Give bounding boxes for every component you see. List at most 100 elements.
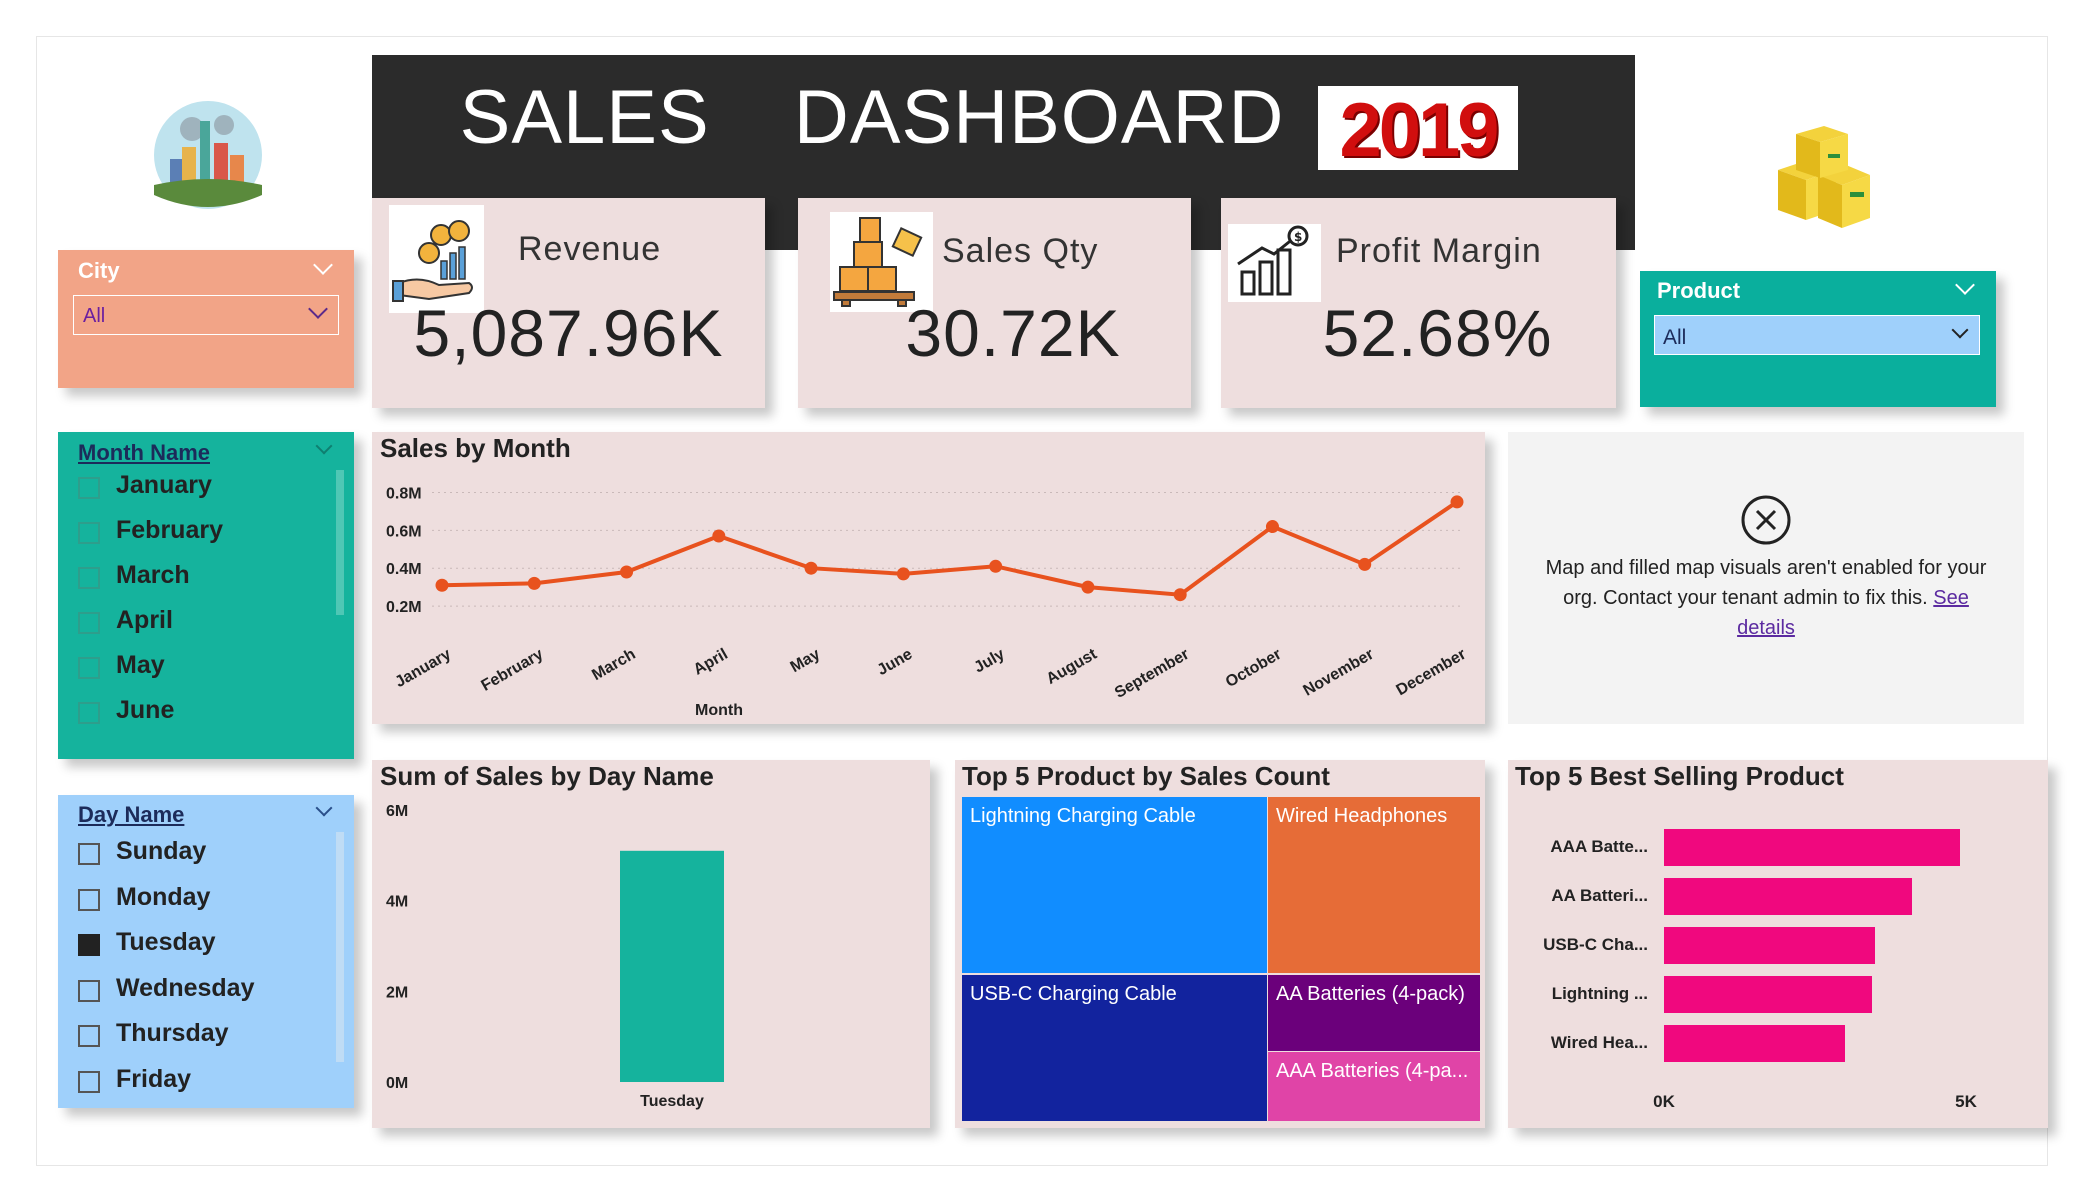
kpi-value-sales-qty: 30.72K xyxy=(905,296,1121,370)
month-checkbox[interactable] xyxy=(78,522,100,544)
month-option-label[interactable]: February xyxy=(116,516,223,544)
month-slicer-title: Month Name xyxy=(78,440,210,465)
x-tick-label: April xyxy=(691,646,731,679)
sales-by-month-visual[interactable] xyxy=(372,432,1485,724)
kpi-label-sales-qty: Sales Qty xyxy=(942,232,1099,270)
city-dropdown-value: All xyxy=(83,305,106,327)
month-slicer[interactable] xyxy=(58,432,354,759)
month-checkbox[interactable] xyxy=(78,477,100,499)
y-tick-label: 0.2M xyxy=(386,599,422,616)
dashboard-frame xyxy=(36,36,2048,1166)
kpi-label-profit-margin: Profit Margin xyxy=(1336,232,1542,270)
data-point[interactable] xyxy=(1358,557,1372,571)
kpi-label-revenue: Revenue xyxy=(518,230,662,268)
day-slicer-scrollbar[interactable] xyxy=(336,832,344,1062)
data-point[interactable] xyxy=(989,559,1003,573)
y-tick-label: 0M xyxy=(386,1075,408,1092)
y-category-label: Lightning ... xyxy=(1551,984,1648,1003)
month-checkbox[interactable] xyxy=(78,702,100,724)
data-point[interactable] xyxy=(620,565,634,579)
data-point[interactable] xyxy=(1173,588,1187,602)
bar[interactable] xyxy=(1664,927,1876,964)
year-badge xyxy=(1318,86,1518,170)
close-circle-icon xyxy=(1740,494,1792,546)
x-tick-label: September xyxy=(1112,646,1192,702)
bar[interactable] xyxy=(1664,976,1873,1013)
x-tick-label: 0K xyxy=(1653,1092,1675,1111)
month-checkbox[interactable] xyxy=(78,612,100,634)
y-tick-label: 0.4M xyxy=(386,561,422,578)
growth-chart-icon: $ xyxy=(1228,224,1321,302)
month-checkbox[interactable] xyxy=(78,567,100,589)
product-slicer-label: Product xyxy=(1657,278,1741,303)
data-point[interactable] xyxy=(896,567,910,581)
x-tick-label: July xyxy=(971,646,1007,677)
month-option-label[interactable]: March xyxy=(116,561,190,589)
bar[interactable] xyxy=(620,850,724,1082)
y-tick-label: 0.6M xyxy=(386,523,422,540)
y-tick-label: 2M xyxy=(386,984,408,1001)
x-tick-label: October xyxy=(1223,646,1285,691)
see-details-link[interactable]: See details xyxy=(1737,587,1969,639)
day-option-label[interactable]: Wednesday xyxy=(116,973,255,1002)
month-checkbox[interactable] xyxy=(78,657,100,679)
sales-by-day-title: Sum of Sales by Day Name xyxy=(380,761,714,791)
treemap-tile-label: AAA Batteries (4-pa... xyxy=(1276,1060,1469,1082)
x-tick-label: June xyxy=(875,646,916,679)
treemap-tile[interactable] xyxy=(1268,1052,1480,1121)
y-category-label: AA Batteri... xyxy=(1551,886,1648,905)
city-slicer[interactable] xyxy=(58,250,354,388)
x-axis-title: Month xyxy=(695,702,743,719)
x-tick-label: August xyxy=(1044,645,1101,688)
sales-line xyxy=(441,500,1459,597)
month-option-label[interactable]: April xyxy=(116,606,173,634)
day-option-label[interactable]: Friday xyxy=(116,1064,192,1093)
bar[interactable] xyxy=(1664,1025,1846,1062)
day-checkbox[interactable] xyxy=(78,1070,100,1093)
treemap-tile[interactable] xyxy=(1268,975,1480,1051)
treemap-title: Top 5 Product by Sales Count xyxy=(962,761,1330,791)
x-tick-label: May xyxy=(788,646,824,676)
treemap-tile-label: AA Batteries (4-pack) xyxy=(1276,983,1465,1005)
product-dropdown[interactable] xyxy=(1654,315,1980,355)
month-option-label[interactable]: June xyxy=(116,696,175,724)
day-option-label[interactable]: Sunday xyxy=(116,837,207,865)
day-option-label[interactable]: Monday xyxy=(116,882,211,911)
month-slicer-scrollbar[interactable] xyxy=(336,470,344,615)
treemap-tile[interactable] xyxy=(962,797,1267,973)
y-category-label: USB-C Cha... xyxy=(1543,935,1648,954)
sales-by-month-chart: 0.2M 0.4M 0.6M 0.8M January February March Apri… xyxy=(386,485,1469,719)
map-visual-placeholder xyxy=(1508,432,2024,724)
x-tick-label: February xyxy=(478,646,546,695)
x-tick-label: January xyxy=(392,646,454,691)
bar[interactable] xyxy=(1664,878,1912,915)
data-point[interactable] xyxy=(1265,520,1279,534)
data-point[interactable] xyxy=(1081,580,1095,594)
city-dropdown[interactable] xyxy=(73,295,339,335)
bar[interactable] xyxy=(1664,829,1960,866)
day-slicer[interactable] xyxy=(58,795,354,1108)
day-checkbox[interactable] xyxy=(78,888,100,911)
day-checkbox[interactable] xyxy=(78,979,100,1002)
month-option-label[interactable]: May xyxy=(116,651,165,679)
boxes-pallet-icon xyxy=(830,212,933,312)
day-option-label[interactable]: Thursday xyxy=(116,1019,229,1047)
data-point[interactable] xyxy=(435,578,449,592)
day-checkbox[interactable] xyxy=(78,843,100,865)
kpi-value-revenue: 5,087.96K xyxy=(413,296,724,370)
treemap-tile[interactable] xyxy=(962,975,1267,1121)
data-point[interactable] xyxy=(804,561,818,575)
x-tick-label: 5K xyxy=(1955,1092,1977,1111)
year-label: 2019 xyxy=(1339,88,1499,173)
sales-by-month-title: Sales by Month xyxy=(380,433,571,463)
data-point[interactable] xyxy=(527,576,541,590)
day-checkbox[interactable] xyxy=(78,1025,100,1047)
data-point[interactable] xyxy=(712,529,726,543)
day-option-label[interactable]: Tuesday xyxy=(116,928,216,956)
treemap-tile[interactable] xyxy=(1268,797,1480,973)
y-tick-label: 6M xyxy=(386,803,408,820)
page-title: SALES DASHBOARD xyxy=(459,75,1285,160)
data-point[interactable] xyxy=(1450,495,1464,509)
day-checkbox-checked[interactable] xyxy=(78,934,100,956)
month-option-label[interactable]: January xyxy=(116,471,212,499)
